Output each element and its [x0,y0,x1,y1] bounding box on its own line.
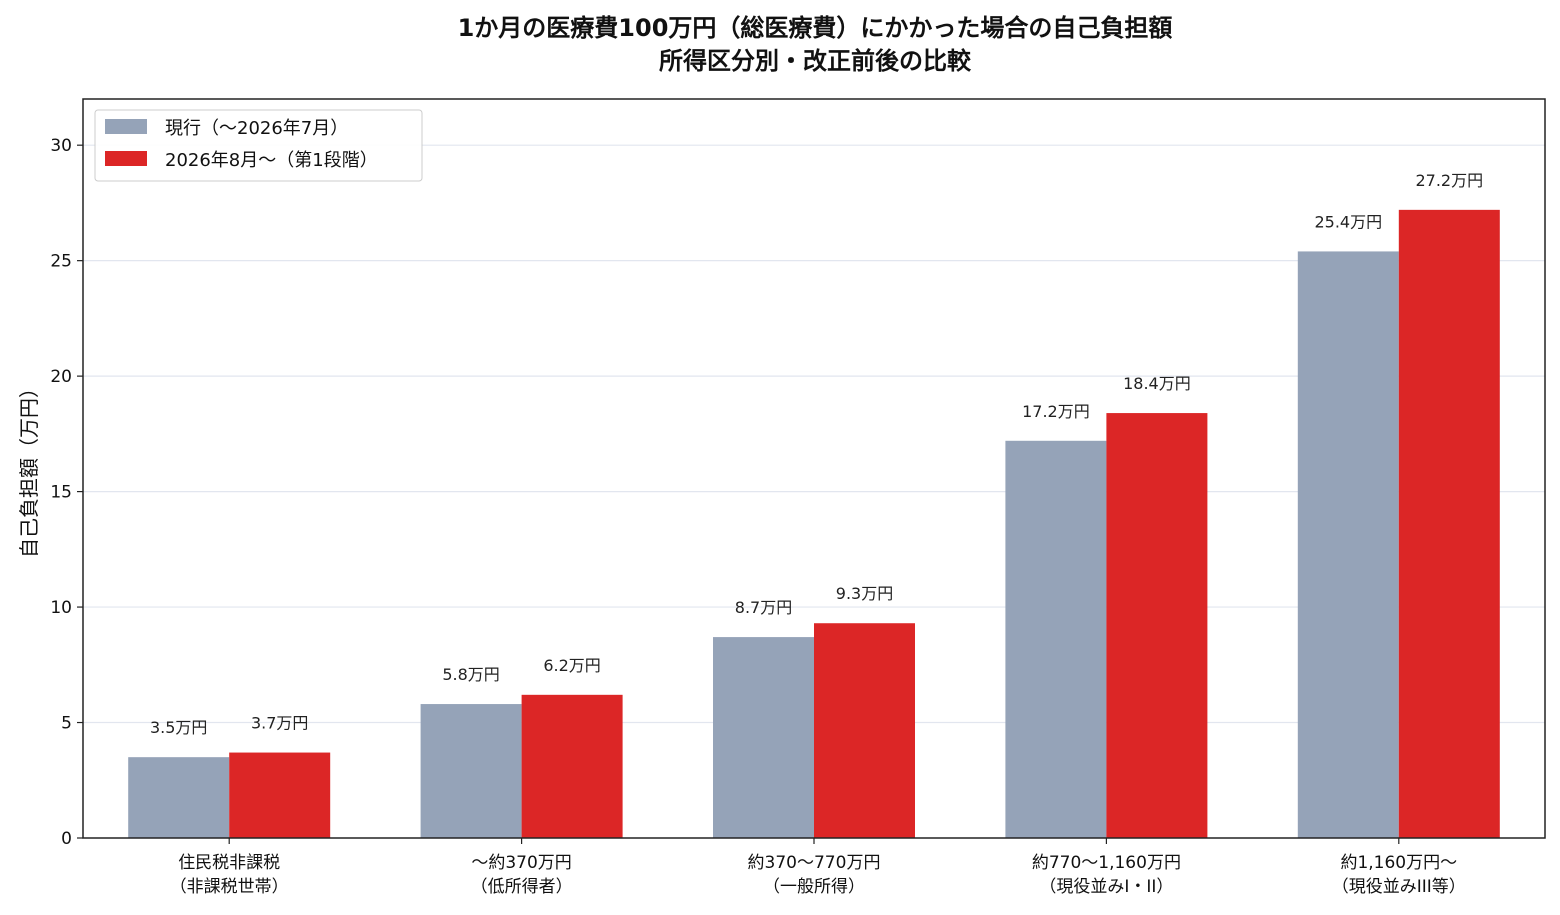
data-label: 9.3万円 [836,584,893,603]
bar-current [1297,251,1399,838]
x-tick-sublabel: （現役並みIII等） [1332,877,1466,897]
data-label: 27.2万円 [1415,171,1483,190]
legend-swatch [105,151,147,166]
data-label: 6.2万円 [543,656,600,675]
bar-current [713,637,814,838]
y-axis: 0 5 10 15 20 25 30 [50,136,83,849]
x-tick-sublabel: （一般所得） [763,877,865,897]
data-label: 3.7万円 [251,714,308,733]
bar-revised [229,752,331,838]
legend-box [94,109,423,182]
legend-label: 現行（〜2026年7月） [165,118,348,139]
data-label: 5.8万円 [442,665,499,684]
x-tick-label: 住民税非課税 [178,853,280,873]
y-axis-label: 自己負担額（万円） [17,378,41,558]
y-tick-label: 15 [50,483,72,503]
legend-swatch [105,119,147,134]
data-label: 25.4万円 [1314,212,1382,231]
bar-revised [521,694,623,838]
x-axis: 住民税非課税 （非課税世帯） 〜約370万円 （低所得者） 約370〜770万円 （一般所… [170,838,1466,897]
legend-label: 2026年8月〜（第1段階） [165,150,378,171]
y-tick-label: 0 [61,829,72,849]
x-tick-sublabel: （現役並みI・II） [1039,877,1173,897]
bar-current [420,704,522,838]
chart-title-line-1: 1か月の医療費100万円（総医療費）にかかった場合の自己負担額 [458,14,1173,42]
data-label: 8.7万円 [735,598,792,617]
y-tick-label: 5 [61,714,72,734]
bar-revised [1398,209,1500,839]
x-tick-sublabel: （低所得者） [471,877,573,897]
y-tick-label: 20 [50,367,72,387]
bar-revised [814,623,915,838]
x-tick-label: 〜約370万円 [471,853,571,873]
x-tick-label: 約770〜1,160万円 [1032,853,1181,873]
bar-revised [1106,413,1208,838]
y-tick-label: 10 [50,598,72,618]
x-tick-label: 約1,160万円〜 [1340,853,1457,873]
y-tick-label: 30 [50,136,72,156]
chart-title-line-2: 所得区分別・改正前後の比較 [659,47,972,75]
data-label: 3.5万円 [150,718,207,737]
bar-current [1005,440,1107,838]
data-label: 17.2万円 [1022,402,1090,421]
data-labels: 3.5万円 3.7万円 5.8万円 6.2万円 8.7万円 9.3万円 17.2万円 18.4… [150,171,1483,737]
y-tick-label: 25 [50,252,72,272]
x-tick-label: 約370〜770万円 [748,853,881,873]
x-tick-sublabel: （非課税世帯） [170,877,289,897]
bars [128,209,1500,839]
bar-current [128,757,230,838]
legend: 現行（〜2026年7月） 2026年8月〜（第1段階） [94,109,423,182]
data-label: 18.4万円 [1123,374,1191,393]
